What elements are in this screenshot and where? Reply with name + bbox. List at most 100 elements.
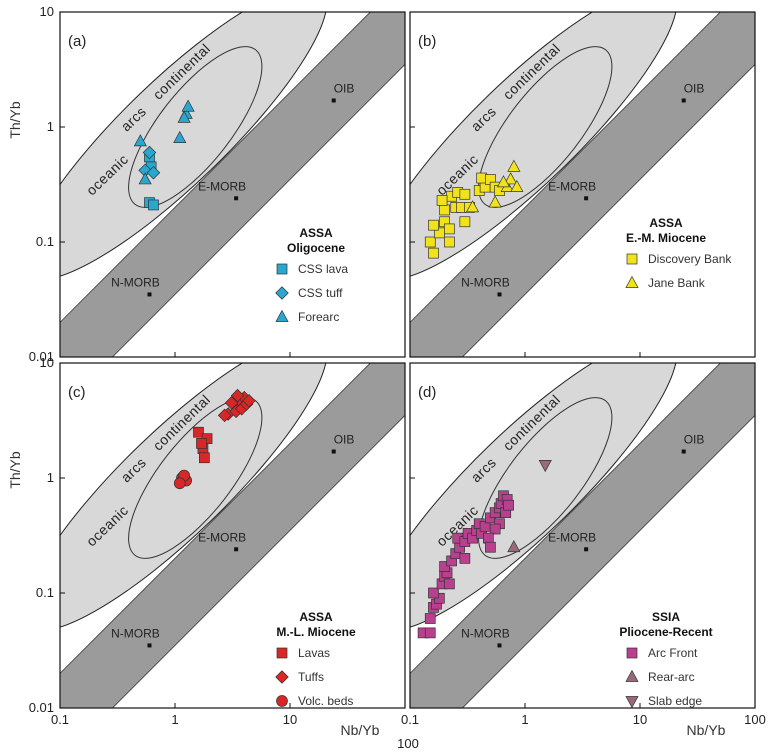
panel-c: oceanicarcscontinentalN-MORBE-MORBOIB(c)…	[29, 355, 406, 727]
panel-a: oceanicarcscontinentalN-MORBE-MORBOIB(a)…	[29, 4, 406, 364]
reference-point-label: E-MORB	[198, 179, 246, 193]
legend-title: ASSA	[299, 226, 333, 240]
reference-point-marker	[234, 196, 239, 201]
data-point	[424, 236, 436, 248]
reference-point-marker	[331, 449, 336, 454]
reference-point-label: N-MORB	[111, 275, 160, 289]
panel-label: (a)	[68, 33, 86, 50]
x-tick-label: 10	[283, 712, 297, 727]
y-tick-label: 1	[47, 470, 54, 485]
legend-marker	[275, 670, 289, 684]
reference-point-marker	[681, 449, 686, 454]
y-axis-title-top: Th/Yb	[7, 101, 23, 139]
reference-point-marker	[681, 98, 686, 103]
legend-label: Volc. beds	[298, 694, 353, 708]
data-point	[138, 172, 152, 185]
data-point	[439, 561, 450, 572]
data-point	[465, 200, 480, 213]
legend-label: Slab edge	[648, 694, 702, 708]
data-point	[439, 204, 450, 216]
reference-point-label: E-MORB	[198, 530, 246, 544]
data-point	[459, 188, 471, 200]
mantle-array-band	[410, 363, 755, 708]
y-tick-label: 10	[40, 355, 54, 370]
legend-label: Jane Bank	[648, 276, 706, 290]
data-point	[224, 396, 239, 410]
x-tick-label: 0.1	[401, 712, 419, 727]
x-axis-title-left: Nb/Yb	[341, 722, 380, 738]
legend-label: Lavas	[298, 646, 330, 660]
x-tick-label: 1	[521, 712, 528, 727]
data-point	[217, 408, 232, 423]
legend-marker	[626, 647, 638, 659]
data-point	[436, 195, 448, 206]
legend-label: Arc Front	[648, 646, 698, 660]
reference-point-marker	[331, 98, 336, 103]
data-point	[444, 236, 455, 248]
y-tick-label: 1	[47, 119, 54, 134]
panel-label: (c)	[68, 384, 86, 401]
legend-marker	[625, 275, 639, 288]
x-tick-label: 1	[171, 712, 178, 727]
legend-label: CSS lava	[298, 262, 348, 276]
y-tick-label: 0.1	[36, 585, 54, 600]
legend-subtitle: M.-L. Miocene	[276, 625, 356, 639]
data-point	[444, 223, 455, 235]
data-point	[507, 540, 521, 553]
data-point	[242, 393, 256, 408]
data-point	[199, 452, 210, 464]
data-point	[488, 195, 502, 208]
reference-point-label: N-MORB	[461, 626, 510, 640]
data-point	[503, 499, 514, 511]
y-tick-label: 0.01	[29, 700, 54, 715]
reference-point-marker	[234, 547, 239, 552]
continental-arc-field	[478, 46, 613, 208]
reference-point-label: N-MORB	[461, 275, 510, 289]
data-point	[148, 199, 159, 211]
data-point	[459, 553, 471, 564]
data-point	[424, 627, 436, 639]
panel-frame	[409, 362, 756, 709]
data-point	[177, 110, 191, 123]
reference-point-label: E-MORB	[548, 179, 596, 193]
oceanic-arc-field	[60, 12, 328, 280]
legend-label: CSS tuff	[298, 286, 343, 300]
legend-title: ASSA	[299, 610, 333, 624]
reference-point-marker	[147, 643, 152, 648]
data-point	[196, 438, 207, 449]
legend-marker	[625, 696, 639, 709]
reference-point-label: N-MORB	[111, 626, 160, 640]
x-tick-label: 0.1	[51, 712, 69, 727]
legend-marker	[275, 309, 289, 322]
data-point	[133, 134, 147, 147]
legend-marker	[276, 263, 288, 275]
data-point	[424, 613, 436, 624]
panel-d: oceanicarcscontinentalN-MORBE-MORBOIB(d)…	[401, 362, 766, 727]
data-point	[428, 587, 439, 599]
data-point	[538, 460, 552, 473]
mantle-array-band	[60, 12, 405, 357]
reference-point-label: OIB	[684, 432, 705, 446]
data-point	[507, 159, 521, 172]
legend-label: Tuffs	[298, 670, 324, 684]
data-point	[459, 216, 471, 228]
y-tick-label: 0.01	[29, 349, 54, 364]
panel-frame	[409, 11, 756, 358]
panel-label: (b)	[418, 33, 436, 50]
legend-marker	[276, 647, 288, 659]
data-point	[173, 130, 187, 143]
y-tick-label: 0.1	[36, 234, 54, 249]
x-tick-label: 100	[744, 712, 766, 727]
y-tick-label: 10	[40, 4, 54, 19]
legend-label: Forearc	[298, 310, 339, 324]
x-tick-label: 10	[633, 712, 647, 727]
x-axis-title-right: Nb/Yb	[687, 722, 726, 738]
reference-point-marker	[497, 292, 502, 297]
reference-point-label: OIB	[334, 81, 355, 95]
data-point	[489, 523, 501, 535]
reference-point-label: OIB	[334, 432, 355, 446]
reference-point-marker	[497, 643, 502, 648]
legend-subtitle: Pliocene-Recent	[619, 625, 712, 639]
